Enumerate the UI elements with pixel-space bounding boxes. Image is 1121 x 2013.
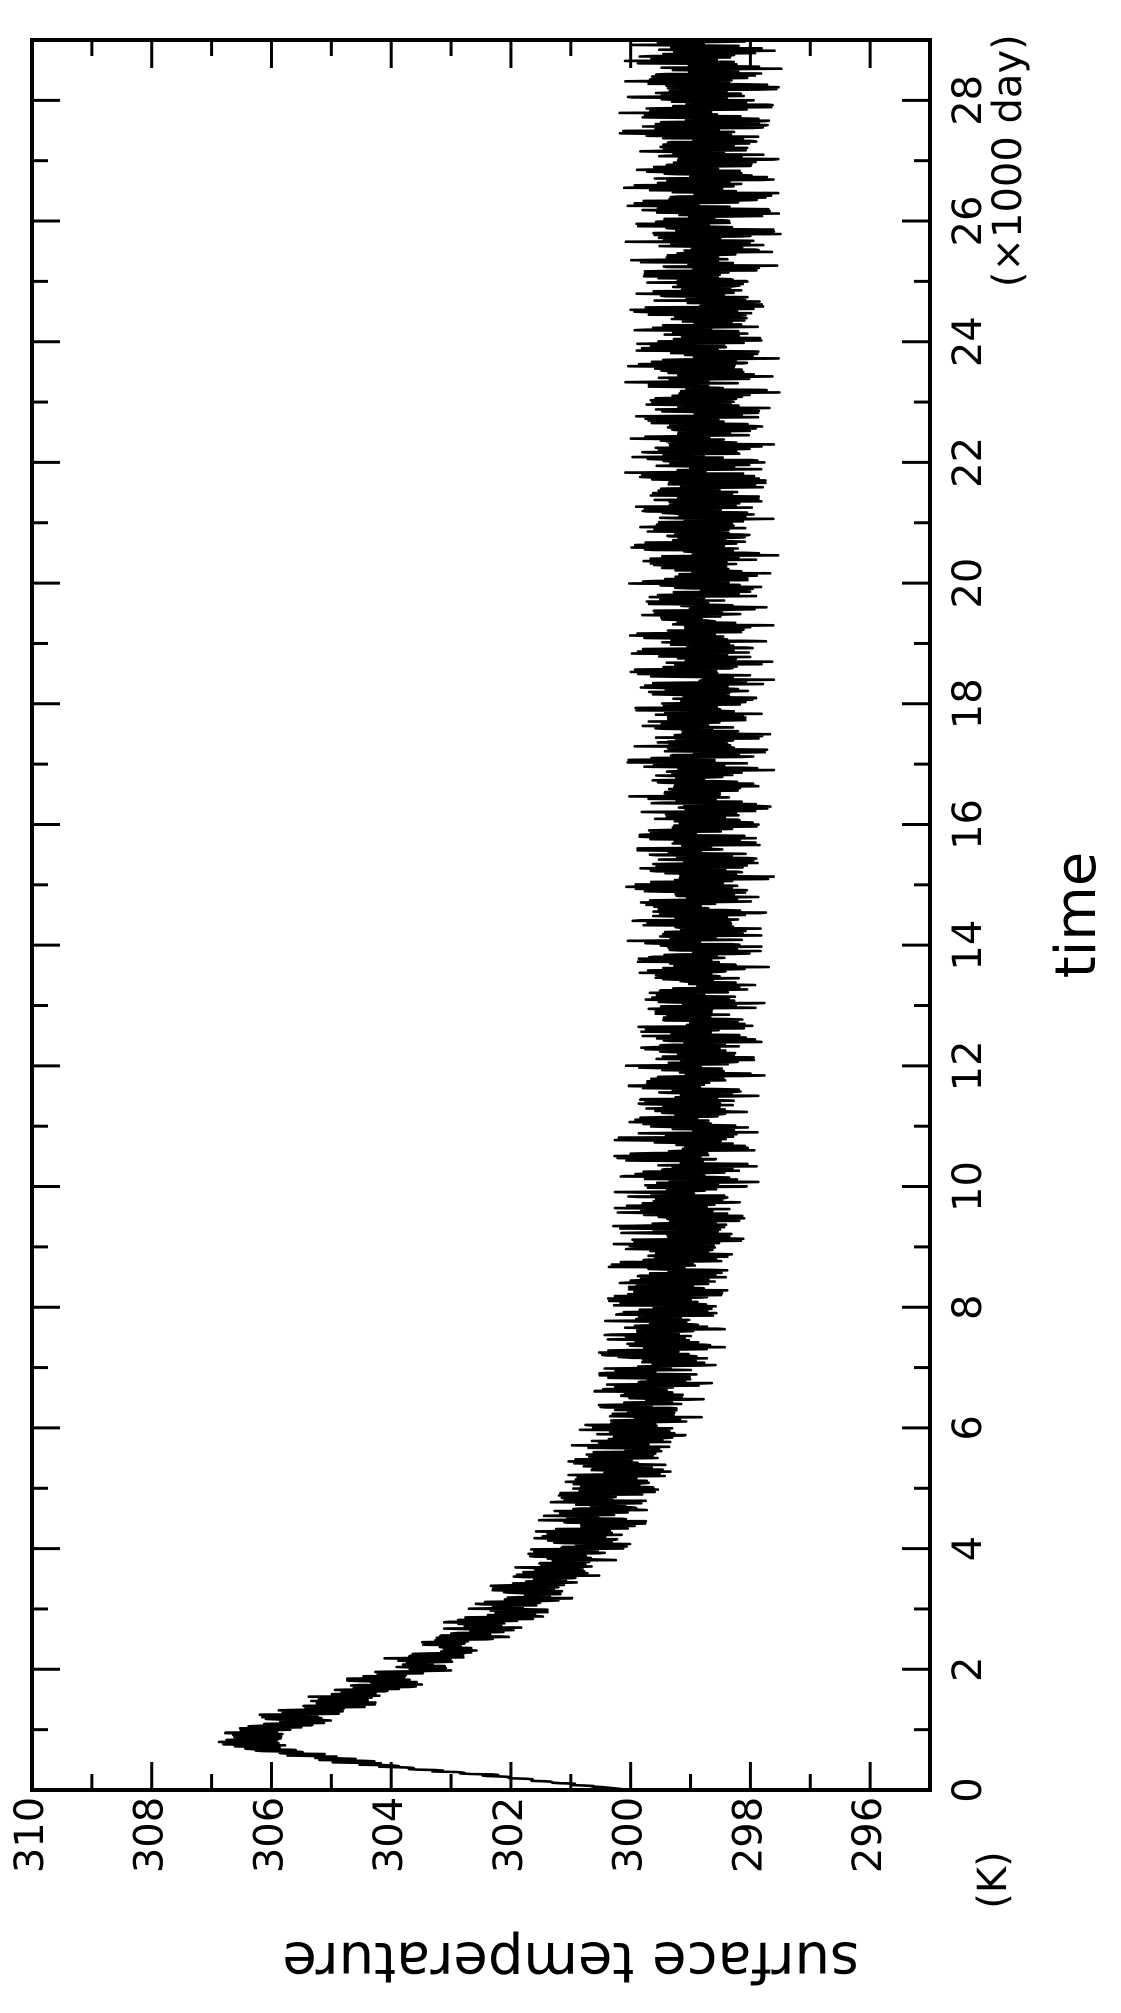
x-tick-label: 4 [945, 1536, 991, 1561]
x-tick-label: 18 [945, 678, 991, 729]
y-tick-label: 296 [845, 1797, 891, 1873]
x-tick-label: 14 [945, 920, 991, 971]
series-group [217, 38, 783, 1792]
x-tick-label: 8 [945, 1295, 991, 1320]
x-tick-label: 26 [945, 196, 991, 247]
y-tick-label: 310 [7, 1797, 53, 1873]
y-tick-label: 306 [246, 1797, 292, 1873]
x-tick-label: 22 [945, 437, 991, 488]
x-tick-label: 16 [945, 799, 991, 850]
x-tick-label: 10 [945, 1161, 991, 1212]
y-tick-label: 304 [366, 1797, 412, 1873]
x-axis-unit: (×1000 day) [985, 34, 1031, 287]
y-tick-label: 308 [127, 1797, 173, 1873]
y-tick-label: 298 [725, 1797, 771, 1873]
y-axis-title: surface temperature [282, 1929, 859, 1994]
plot-frame [30, 38, 932, 1792]
x-tick-label: 6 [945, 1415, 991, 1440]
y-tick-label: 300 [606, 1797, 652, 1873]
y-tick-label: 302 [486, 1797, 532, 1873]
x-tick-label: 12 [945, 1040, 991, 1091]
axes-group [30, 38, 932, 1792]
temperature-series-line [217, 38, 783, 1792]
x-tick-label: 24 [945, 316, 991, 367]
x-tick-label: 2 [945, 1657, 991, 1682]
y-axis-unit: (K) [970, 1851, 1016, 1908]
labels-group: time (×1000 day) surface temperature (K)… [7, 34, 1109, 1994]
x-tick-label: 28 [945, 75, 991, 126]
x-axis-title: time [1044, 852, 1109, 979]
x-tick-label: 20 [945, 558, 991, 609]
x-tick-label: 0 [945, 1777, 991, 1802]
